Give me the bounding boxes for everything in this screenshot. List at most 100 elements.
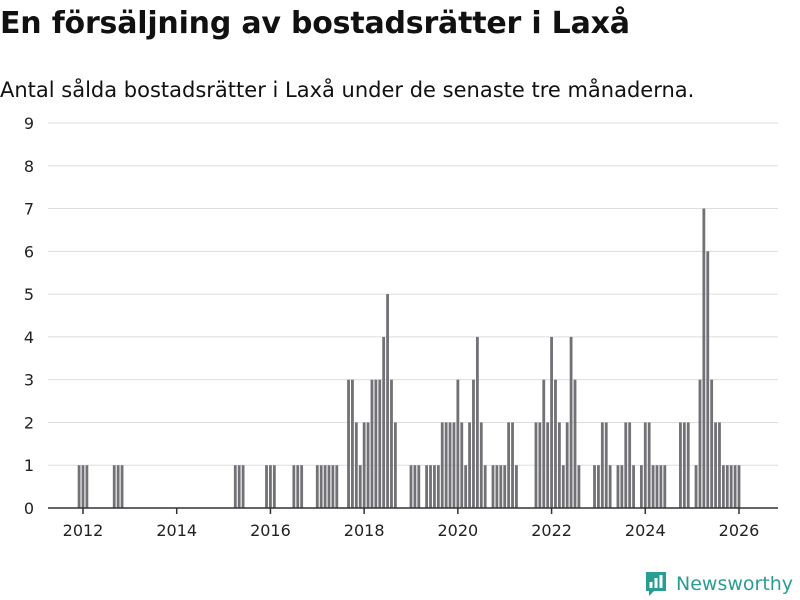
bar xyxy=(511,422,514,508)
bar xyxy=(433,465,436,508)
bar xyxy=(682,422,686,508)
bar xyxy=(733,465,737,508)
bar xyxy=(565,422,569,508)
bar xyxy=(382,336,386,508)
bar xyxy=(702,208,706,508)
bar xyxy=(120,465,124,508)
brand-logo: Newsworthy xyxy=(644,568,793,600)
bar xyxy=(319,465,323,508)
bar xyxy=(429,465,432,508)
y-tick-label: 8 xyxy=(24,157,34,176)
x-tick-label: 2016 xyxy=(250,521,291,540)
bar xyxy=(390,379,393,508)
bar xyxy=(116,465,120,508)
bar xyxy=(351,379,354,508)
x-tick-label: 2020 xyxy=(437,521,478,540)
bar xyxy=(362,422,366,508)
x-tick-label: 2014 xyxy=(156,521,197,540)
bar xyxy=(706,251,710,508)
bar xyxy=(655,465,659,508)
bar-chart: 0 1 2 3 4 5 6 7 8 9 2012 2014 2016 2018 2020 2022 2024 20… xyxy=(24,114,778,540)
y-tick-label: 4 xyxy=(24,328,34,347)
x-tick-label: 2012 xyxy=(63,521,104,540)
bar xyxy=(737,465,741,508)
bar xyxy=(366,422,370,508)
bar xyxy=(554,379,557,508)
bar xyxy=(425,465,429,508)
bar xyxy=(265,465,268,508)
bar xyxy=(546,422,550,508)
bar xyxy=(331,465,335,508)
bar xyxy=(628,422,632,508)
y-tick-label: 6 xyxy=(24,242,34,261)
chart-subtitle: Antal sålda bostadsrätter i Laxå under d… xyxy=(0,78,695,102)
bar xyxy=(374,379,378,508)
bar xyxy=(347,379,350,508)
bar xyxy=(456,379,460,508)
bar xyxy=(300,465,304,508)
newsworthy-logo-icon xyxy=(646,572,666,596)
bar xyxy=(515,465,518,508)
bar xyxy=(651,465,655,508)
bar xyxy=(472,379,475,508)
bar xyxy=(534,422,538,508)
bar xyxy=(296,465,300,508)
bar xyxy=(557,422,561,508)
bar xyxy=(386,294,389,508)
bar xyxy=(370,379,374,508)
bar xyxy=(409,465,413,508)
bar xyxy=(85,465,89,508)
bar xyxy=(233,465,237,508)
x-tick-label: 2026 xyxy=(719,521,760,540)
bar xyxy=(542,379,546,508)
bar xyxy=(569,336,573,508)
y-tick-label: 2 xyxy=(24,413,34,432)
bar xyxy=(694,465,698,508)
y-tick-label: 5 xyxy=(24,285,34,304)
bar xyxy=(721,465,725,508)
y-tick-label: 9 xyxy=(24,114,34,133)
bar xyxy=(269,465,272,508)
bar xyxy=(436,465,440,508)
bar xyxy=(507,422,511,508)
bar xyxy=(479,422,483,508)
bar xyxy=(112,465,116,508)
bar xyxy=(718,422,721,508)
bar xyxy=(393,422,397,508)
bar xyxy=(464,465,468,508)
bar xyxy=(237,465,241,508)
x-tick-label: 2022 xyxy=(531,521,572,540)
bar xyxy=(643,422,647,508)
bar xyxy=(499,465,503,508)
y-tick-label: 7 xyxy=(24,200,34,219)
y-tick-label: 0 xyxy=(24,499,34,518)
bar xyxy=(440,422,444,508)
bar xyxy=(632,465,635,508)
bar xyxy=(413,465,417,508)
bar xyxy=(616,465,620,508)
bar xyxy=(698,379,702,508)
x-tick-label: 2024 xyxy=(625,521,666,540)
bar xyxy=(495,465,499,508)
bar xyxy=(460,422,464,508)
bar xyxy=(729,465,733,508)
bar xyxy=(491,465,495,508)
bar xyxy=(358,465,362,508)
bar xyxy=(292,465,296,508)
x-tick-label: 2018 xyxy=(344,521,385,540)
bar xyxy=(600,422,604,508)
bar xyxy=(714,422,717,508)
bar xyxy=(81,465,85,508)
bar xyxy=(725,465,729,508)
bar xyxy=(452,422,456,508)
bar xyxy=(710,379,714,508)
bar xyxy=(663,465,667,508)
bar xyxy=(624,422,628,508)
bar xyxy=(378,379,382,508)
bar xyxy=(686,422,690,508)
bar xyxy=(593,465,596,508)
bar xyxy=(604,422,608,508)
bar xyxy=(417,465,421,508)
bar xyxy=(475,336,479,508)
bar xyxy=(597,465,600,508)
